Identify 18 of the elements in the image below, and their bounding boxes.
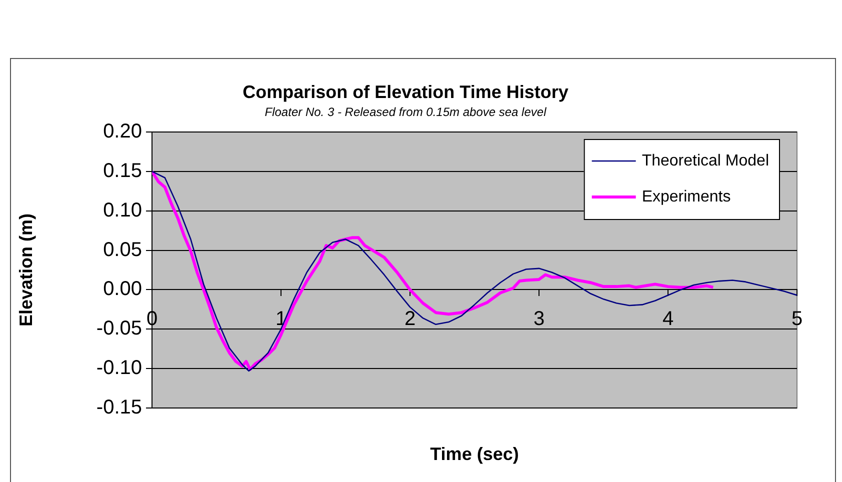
legend-label: Theoretical Model	[642, 152, 769, 170]
y-axis-title: Elevation (m)	[16, 213, 36, 327]
chart-title: Comparison of Elevation Time History	[242, 82, 568, 102]
y-tick-label: 0.20	[103, 120, 142, 143]
x-axis-title: Time (sec)	[430, 444, 519, 464]
y-tick-label: 0.15	[103, 160, 142, 182]
x-tick-label: 3	[533, 308, 545, 330]
y-tick-label: -0.15	[96, 396, 142, 419]
y-tick-label: -0.05	[96, 318, 142, 340]
y-tick-label: 0.00	[103, 278, 142, 300]
y-tick-label: -0.10	[96, 357, 142, 380]
chart-subtitle: Floater No. 3 - Released from 0.15m above sea level	[264, 105, 547, 120]
x-tick-label: 2	[404, 308, 416, 330]
x-tick-label: 4	[662, 308, 674, 330]
x-tick-label: 5	[791, 308, 803, 330]
y-tick-label: 0.10	[103, 199, 142, 222]
legend-label: Experiments	[642, 188, 731, 206]
y-tick-label: 0.05	[103, 238, 142, 261]
